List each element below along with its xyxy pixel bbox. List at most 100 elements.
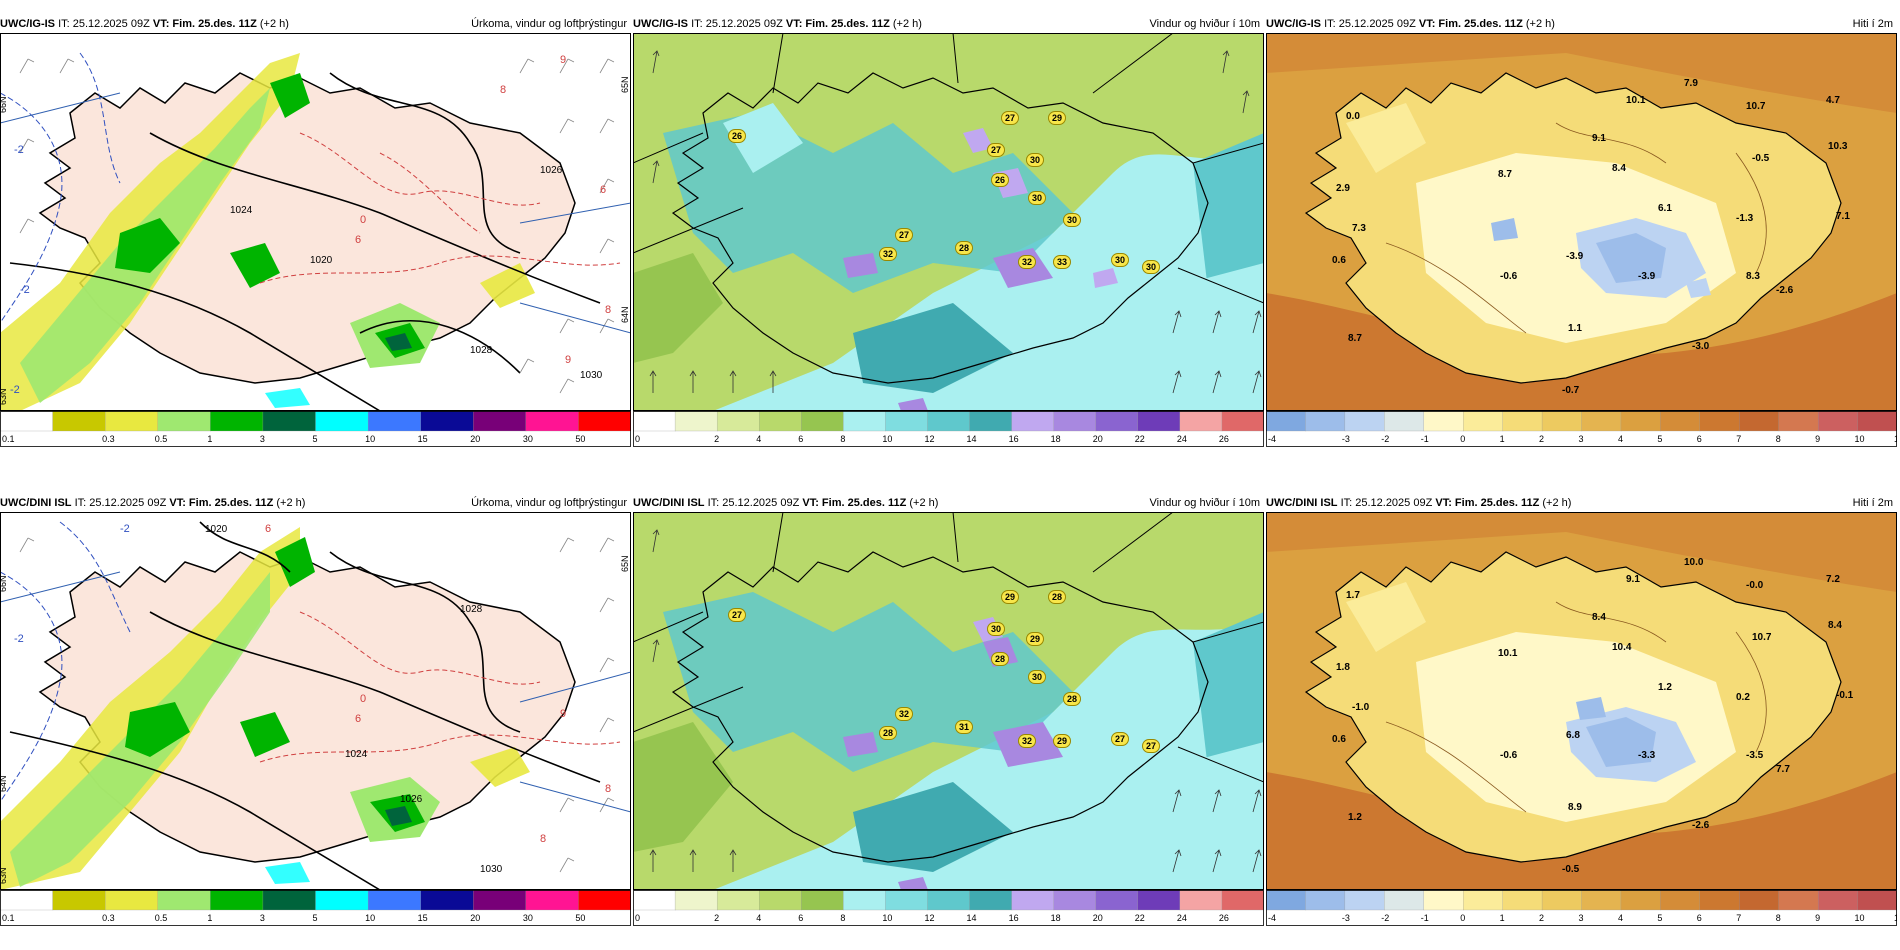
gust-label: 26 xyxy=(728,129,747,143)
colorbar-tick-label: 22 xyxy=(1135,913,1145,923)
temp-label: 6.1 xyxy=(1658,203,1672,214)
temp-label-red: 8 xyxy=(605,783,611,795)
temp-label: 8.7 xyxy=(1348,333,1362,344)
colorbar-swatch xyxy=(1221,411,1264,432)
temp-label: -2.6 xyxy=(1776,285,1794,296)
temp-labels: 0.0 10.1 7.9 10.7 4.7 9.1 2.9 8.7 8.4 -0.5 10.3 6.1… xyxy=(1266,33,1897,411)
lat-label: 63N xyxy=(0,388,8,405)
colorbar-tick-label: 30 xyxy=(523,913,533,923)
colorbar-swatch xyxy=(1739,890,1780,911)
colorbar-tick-label: 8 xyxy=(840,913,845,923)
colorbar-tick-label: 7 xyxy=(1736,913,1741,923)
isobar-label: 1028 xyxy=(460,604,483,615)
model-name: UWC/IG-IS xyxy=(633,18,688,30)
gust-label: 28 xyxy=(991,652,1010,666)
temp-label-red: 8 xyxy=(540,833,546,845)
gust-labels: 27 29 28 30 29 28 30 28 32 28 31 32 29 27 27 xyxy=(633,512,1264,890)
gust-label: 33 xyxy=(1053,255,1072,269)
gust-label: 30 xyxy=(1142,260,1161,274)
temp-label-blue: 0 xyxy=(360,693,366,705)
temp-label: 8.4 xyxy=(1828,620,1842,631)
temp-label: -0.6 xyxy=(1500,271,1518,282)
temp-label: -1.0 xyxy=(1352,702,1370,713)
lat-label: 64N xyxy=(620,306,630,323)
colorbar-tick-label: 3 xyxy=(260,434,265,444)
temp-label: 8.7 xyxy=(1498,169,1512,180)
colorbar-tick-label: 0.5 xyxy=(155,913,168,923)
colorbar-tick-label: 2 xyxy=(714,913,719,923)
temp-label: -3.9 xyxy=(1638,271,1656,282)
temp-label: 0.6 xyxy=(1332,255,1346,266)
temp-label: 7.2 xyxy=(1826,574,1840,585)
colorbar-tick-label: 5 xyxy=(1657,434,1662,444)
colorbar-swatch xyxy=(1305,890,1346,911)
valid-time-label: VT: xyxy=(152,18,170,30)
colorbar-tick-label: 10 xyxy=(365,913,375,923)
temp-label: -0.7 xyxy=(1562,385,1580,396)
colorbar-tick-label: -1 xyxy=(1421,434,1429,444)
gust-label: 26 xyxy=(991,173,1010,187)
gust-label: 29 xyxy=(1053,734,1072,748)
gust-label: 28 xyxy=(955,241,974,255)
colorbar-tick-label: 50 xyxy=(575,434,585,444)
panel-precip-dini: UWC/DINI ISL IT: 25.12.2025 09Z VT: Fim.… xyxy=(0,494,631,950)
colorbar-tick-label: 20 xyxy=(470,434,480,444)
colorbar-tick-label: 9 xyxy=(1815,434,1820,444)
panel-header: UWC/DINI ISL IT: 25.12.2025 09Z VT: Fim.… xyxy=(1266,494,1897,512)
temp-label: 0.6 xyxy=(1332,734,1346,745)
colorbar-tick-label: -2 xyxy=(1381,913,1389,923)
temp-label: 10.3 xyxy=(1828,141,1848,152)
valid-time: Fim. 25.des. 11Z xyxy=(805,18,890,30)
colorbar-swatch xyxy=(969,890,1013,911)
panel-wind-dini: UWC/DINI ISL IT: 25.12.2025 09Z VT: Fim.… xyxy=(633,494,1264,950)
colorbar-tick-label: 9 xyxy=(1815,913,1820,923)
temp-label: -0.5 xyxy=(1562,864,1580,875)
colorbar-swatch xyxy=(1541,411,1583,432)
colorbar-tick-label: 8 xyxy=(1776,913,1781,923)
colorbar-tick-label: 26 xyxy=(1219,434,1229,444)
colorbar-tick-label: 50 xyxy=(575,913,585,923)
colorbar-tick-label: 1 xyxy=(1500,434,1505,444)
temp-label-blue: -2 xyxy=(14,144,24,156)
gust-label: 30 xyxy=(1026,153,1045,167)
colorbar-swatch xyxy=(1179,411,1223,432)
colorbar-swatch xyxy=(801,890,844,911)
isobar-label: 1030 xyxy=(580,370,603,381)
colorbar-tick-label: 4 xyxy=(1618,913,1623,923)
colorbar-swatch xyxy=(210,411,264,432)
panel-temp-dini: UWC/DINI ISL IT: 25.12.2025 09Z VT: Fim.… xyxy=(1266,494,1897,950)
colorbar-swatch xyxy=(1620,890,1662,911)
colorbar-swatch xyxy=(1011,411,1055,432)
panel-header: UWC/IG-IS IT: 25.12.2025 09Z VT: Fim. 25… xyxy=(1266,15,1897,33)
colorbar-tick-label: 1 xyxy=(207,913,212,923)
colorbar-tick-label: 0.5 xyxy=(155,434,168,444)
colorbar-swatch xyxy=(885,890,929,911)
init-time: IT: 25.12.2025 09Z xyxy=(1340,497,1433,509)
colorbar-tick-label: 10 xyxy=(365,434,375,444)
colorbar-tick-label: 0 xyxy=(1460,434,1465,444)
gust-label: 27 xyxy=(1001,111,1020,125)
gust-label: 32 xyxy=(879,247,898,261)
colorbar-swatch xyxy=(1660,890,1701,911)
colorbar-tick-label: 18 xyxy=(1051,913,1061,923)
colorbar-tick-label: 20 xyxy=(1093,434,1103,444)
isobar-label: 1020 xyxy=(310,255,333,266)
panel-header: UWC/IG-IS IT: 25.12.2025 09Z VT: Fim. 25… xyxy=(0,15,631,33)
colorbar-tick-label: 0.3 xyxy=(102,913,115,923)
gust-label: 30 xyxy=(1028,670,1047,684)
temp-label: 10.4 xyxy=(1612,642,1632,653)
colorbar-swatch xyxy=(0,411,54,432)
temp-label-red: 6 xyxy=(355,713,361,725)
colorbar-tick-label: 10 xyxy=(1855,434,1865,444)
colorbar-swatch xyxy=(367,411,422,432)
colorbar-swatch xyxy=(1857,411,1897,432)
valid-time: Fim. 25.des. 11Z xyxy=(188,497,274,509)
colorbar-swatch xyxy=(1305,411,1346,432)
lat-label: 64N xyxy=(0,775,8,792)
lat-label: 66N xyxy=(0,575,8,592)
colorbar-tick-label: -2 xyxy=(1381,434,1389,444)
gust-label: 31 xyxy=(955,720,974,734)
colorbar-swatch xyxy=(1463,411,1504,432)
colorbar-tick-label: 11 xyxy=(1894,434,1897,444)
colorbar-swatch xyxy=(1053,890,1097,911)
